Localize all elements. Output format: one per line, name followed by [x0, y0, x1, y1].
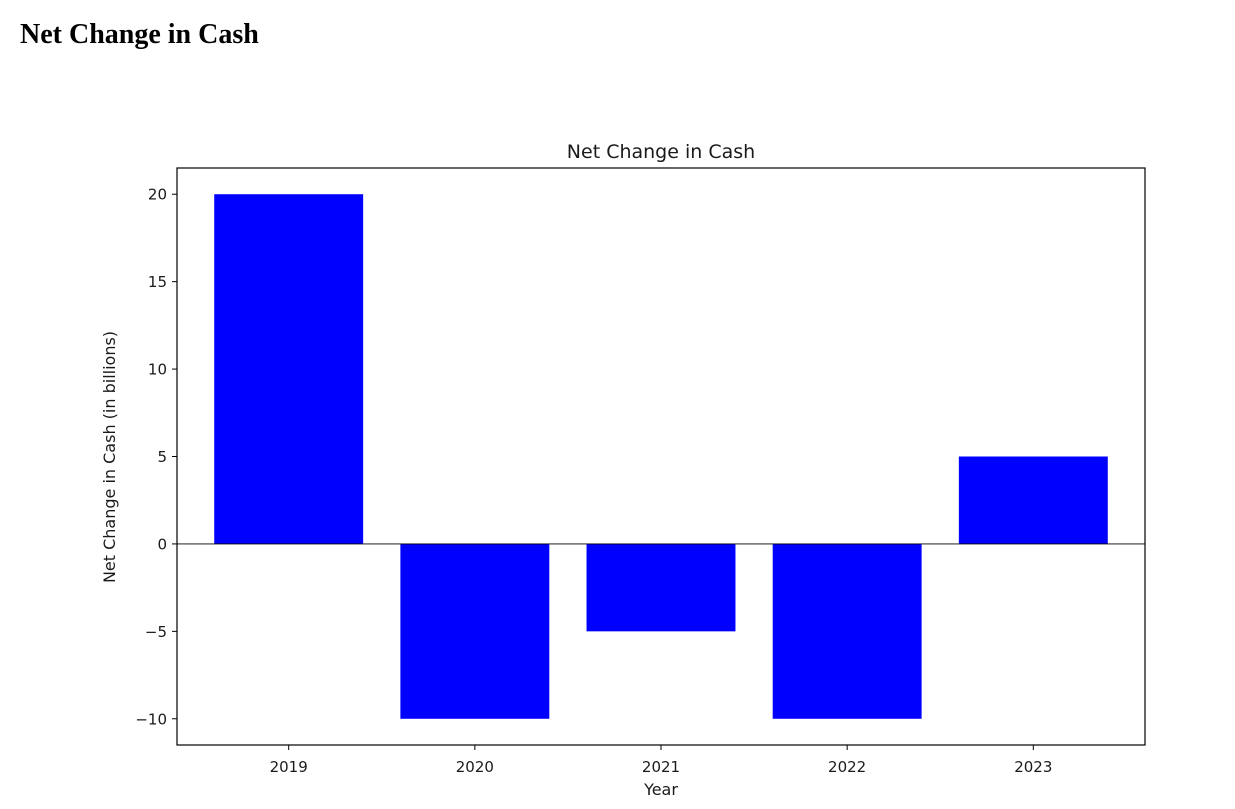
bar-2019	[214, 194, 364, 544]
bars-layer	[214, 194, 1108, 719]
x-tick-label: 2019	[270, 758, 308, 776]
bar-2022	[772, 543, 922, 719]
bar-chart: Net Change in Cash −10 −5 0 5 10 15 20 2019 202…	[100, 141, 1146, 799]
x-tick-label: 2023	[1014, 758, 1052, 776]
y-tick-label: 20	[148, 186, 167, 204]
y-tick-label: 5	[157, 448, 167, 466]
page-heading: Net Change in Cash	[20, 19, 259, 50]
y-tick-label: 0	[157, 535, 167, 553]
chart-title: Net Change in Cash	[567, 141, 755, 163]
x-tick-label: 2022	[828, 758, 866, 776]
x-axis: 2019 2020 2021 2022 2023	[270, 745, 1052, 776]
y-tick-label: −5	[145, 623, 167, 641]
y-tick-label: 15	[148, 273, 167, 291]
y-tick-label: 10	[148, 361, 167, 379]
x-tick-label: 2020	[456, 758, 494, 776]
bar-2023	[958, 456, 1108, 544]
chart-container: Net Change in Cash −10 −5 0 5 10 15 20 2019 202…	[0, 120, 1235, 804]
bar-2020	[400, 543, 550, 719]
y-tick-label: −10	[135, 710, 167, 728]
x-tick-label: 2021	[642, 758, 680, 776]
y-axis-label: Net Change in Cash (in billions)	[100, 331, 119, 583]
bar-2021	[586, 543, 736, 632]
x-axis-label: Year	[643, 780, 678, 799]
y-axis: −10 −5 0 5 10 15 20	[135, 186, 177, 728]
